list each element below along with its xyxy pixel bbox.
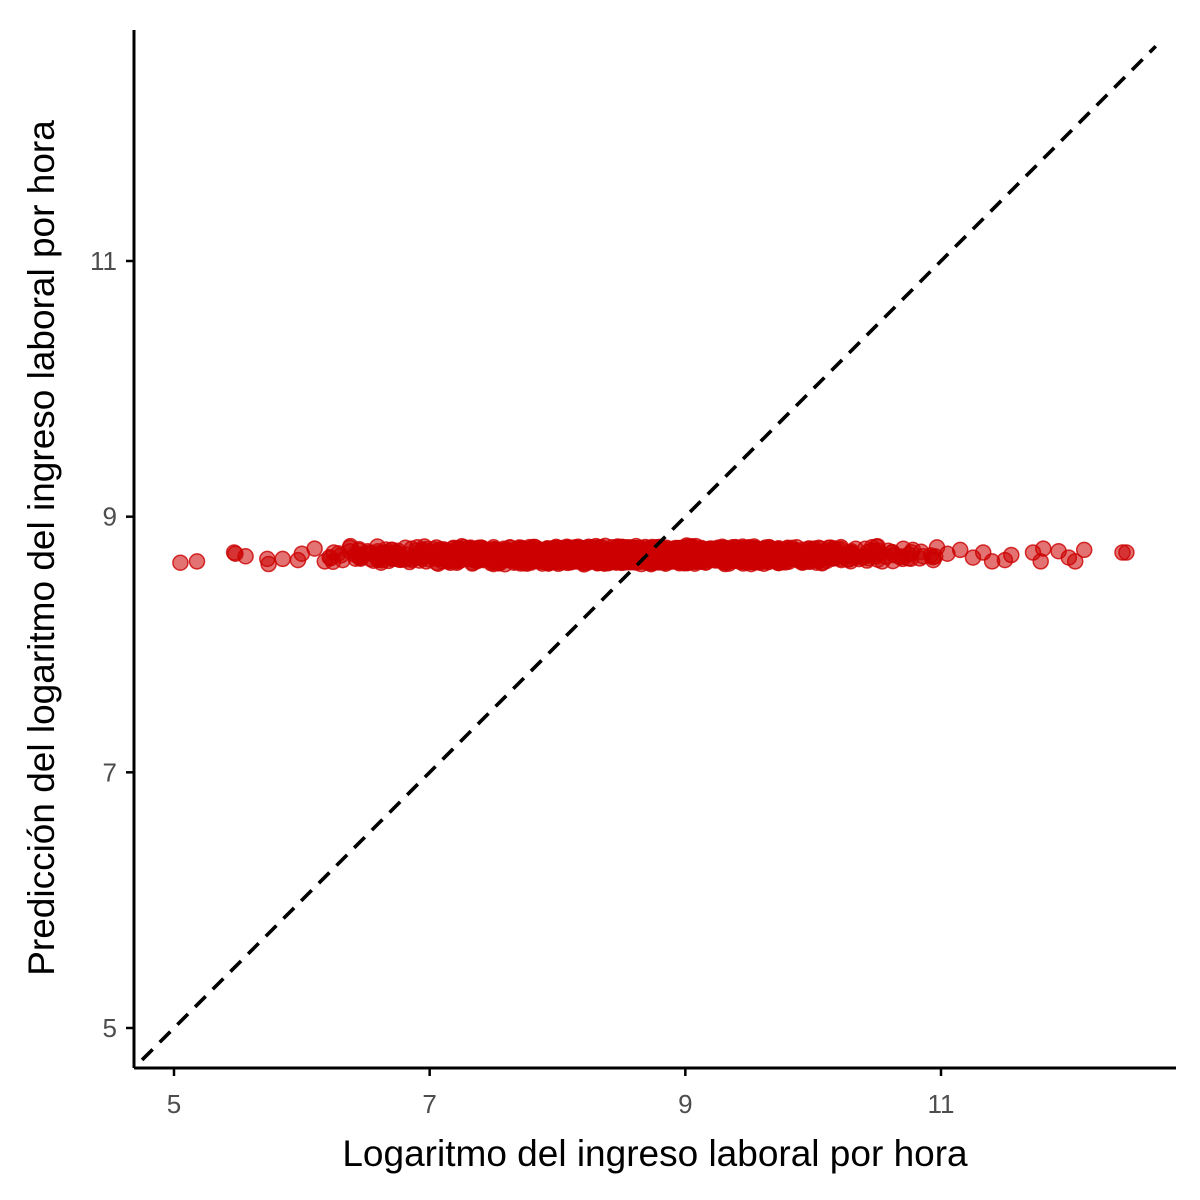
data-point <box>306 540 323 557</box>
data-point <box>434 553 451 570</box>
data-point <box>1075 541 1093 559</box>
data-point <box>771 550 789 568</box>
data-point <box>951 541 969 559</box>
y-tick-label: 5 <box>103 1013 117 1043</box>
data-point <box>587 537 605 555</box>
data-point <box>403 551 421 569</box>
data-point <box>608 554 625 571</box>
data-point <box>444 540 461 557</box>
data-point <box>172 554 189 571</box>
data-point <box>546 540 564 557</box>
data-point <box>741 539 758 556</box>
data-point <box>342 537 359 555</box>
data-point <box>485 539 502 556</box>
data-point <box>505 554 523 571</box>
data-point <box>577 553 594 570</box>
x-axis-title: Logaritmo del ingreso laboral por hora <box>342 1133 968 1174</box>
data-point <box>669 544 686 561</box>
data-point <box>237 548 254 565</box>
x-axis-ticks: 5 7 9 11 <box>167 1068 955 1119</box>
data-point <box>567 544 584 561</box>
identity-reference-line <box>140 44 1158 1062</box>
data-point <box>274 550 291 568</box>
x-tick-label: 11 <box>928 1089 955 1119</box>
data-point <box>679 553 697 570</box>
data-point <box>802 553 819 570</box>
data-point <box>536 551 553 569</box>
data-point <box>188 553 206 570</box>
data-point <box>372 554 390 571</box>
y-tick-label: 11 <box>90 246 117 276</box>
data-point <box>1035 540 1052 557</box>
data-point <box>853 549 870 566</box>
data-point <box>730 549 748 566</box>
data-point <box>1118 544 1135 561</box>
points-layer <box>172 537 1135 573</box>
data-point <box>260 555 277 573</box>
x-tick-label: 5 <box>167 1089 181 1119</box>
data-point <box>833 551 850 569</box>
y-axis-title: Predicción del logaritmo del ingreso lab… <box>21 120 62 976</box>
data-point <box>751 554 768 571</box>
y-tick-label: 9 <box>103 502 117 532</box>
data-point <box>1066 553 1084 570</box>
data-point <box>873 553 891 570</box>
y-tick-label: 7 <box>103 757 117 787</box>
data-point <box>894 550 911 568</box>
data-point <box>334 551 351 569</box>
data-point <box>475 551 492 569</box>
data-point <box>1003 546 1020 564</box>
x-tick-label: 9 <box>678 1089 692 1119</box>
data-point <box>863 539 881 556</box>
x-tick-label: 7 <box>422 1089 436 1119</box>
data-point <box>925 551 942 569</box>
y-axis-ticks: 5 7 9 11 <box>90 246 134 1043</box>
data-point <box>710 551 727 569</box>
